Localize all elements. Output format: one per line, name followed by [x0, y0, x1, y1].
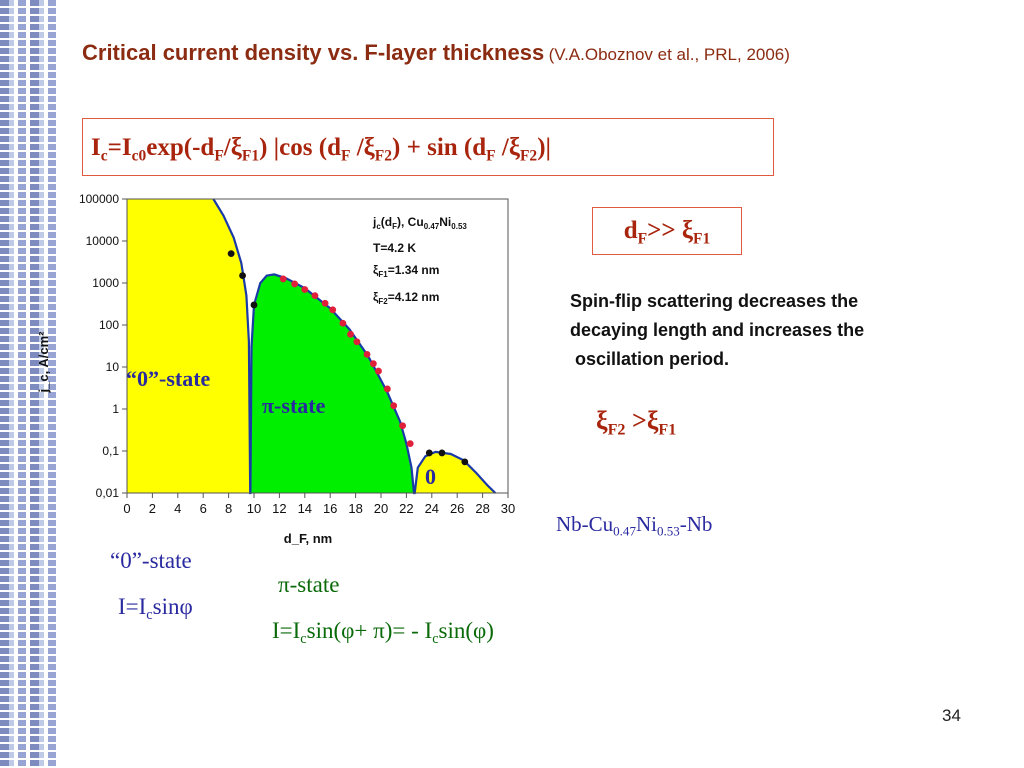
y-tick-label: 10000 — [86, 234, 120, 248]
red-data-point — [329, 306, 337, 314]
explanation-line-1: Spin-flip scattering decreases the — [570, 291, 859, 311]
red-data-point — [399, 422, 406, 430]
x-tick-label: 14 — [298, 501, 312, 516]
y-tick-label: 10 — [106, 360, 120, 374]
region-zero-0 — [127, 199, 251, 493]
x-tick-label: 28 — [475, 501, 489, 516]
zero-state-equation: I=Icsinφ — [118, 594, 193, 623]
black-data-point — [425, 449, 433, 457]
x-tick-label: 16 — [323, 501, 337, 516]
black-data-point — [438, 449, 446, 457]
red-data-point — [347, 330, 354, 338]
explanation-text: Spin-flip scattering decreases the decay… — [570, 287, 864, 374]
fit-curve — [212, 198, 497, 495]
red-data-point — [301, 286, 309, 293]
black-data-point — [250, 301, 258, 309]
xi-relation: ξF2 >ξF1 — [596, 406, 677, 439]
x-tick-label: 24 — [425, 501, 439, 516]
legend-line-xi-f1: ξF1=1.34 nm — [373, 263, 439, 279]
page-number: 34 — [942, 706, 961, 725]
y-tick-label: 0,01 — [96, 486, 120, 500]
red-data-point — [291, 280, 299, 288]
x-tick-label: 0 — [123, 501, 130, 516]
red-data-point — [375, 367, 382, 375]
region-zero-2 — [414, 451, 498, 493]
red-data-point — [406, 440, 414, 448]
x-tick-label: 2 — [149, 501, 156, 516]
red-data-point — [383, 385, 391, 393]
red-data-point — [311, 292, 319, 300]
x-tick-label: 12 — [272, 501, 286, 516]
decorative-side-strip — [0, 0, 58, 768]
critical-current-chart: 0 2 4 6 8 10 12 14 16 18 20 22 24 26 28 301000001000010… — [36, 192, 515, 546]
y-tick-label: 1 — [112, 402, 119, 416]
x-tick-label: 8 — [225, 501, 232, 516]
y-tick-label: 1000 — [92, 276, 119, 290]
red-data-point — [279, 275, 287, 283]
pi-state-label: π-state — [278, 572, 340, 597]
x-tick-label: 30 — [501, 501, 515, 516]
slide-title: Critical current density vs. F-layer thi… — [82, 40, 790, 66]
data-points — [227, 250, 469, 466]
axis-ticks: 0 2 4 6 8 10 12 14 16 18 20 22 24 26 28 301000001000010… — [79, 192, 515, 516]
pi-state-equation: I=Icsin(φ+ π)= - Icsin(φ) — [272, 618, 494, 647]
x-tick-label: 18 — [348, 501, 362, 516]
black-data-point — [461, 458, 469, 466]
critical-current-formula: Ic=Ic0exp(-dF/ξF1) |cos (dF /ξF2) + sin … — [82, 118, 774, 176]
red-data-point — [339, 319, 347, 327]
region-label-second-zero: 0 — [425, 464, 436, 489]
red-data-point — [390, 402, 398, 410]
x-tick-label: 4 — [174, 501, 181, 516]
x-tick-label: 10 — [247, 501, 261, 516]
black-data-point — [227, 250, 235, 258]
x-tick-label: 26 — [450, 501, 464, 516]
x-tick-label: 22 — [399, 501, 413, 516]
y-tick-label: 0,1 — [102, 444, 119, 458]
x-axis-label: d_F, nm — [284, 531, 332, 546]
y-axis-label: j_c, A/cm² — [36, 331, 51, 394]
explanation-line-3: oscillation period. — [570, 349, 730, 369]
title-text: Critical current density vs. F-layer thi… — [82, 40, 545, 65]
legend-line-material: jc(dF), Cu0.47Ni0.53 — [372, 215, 467, 231]
region-pi-1 — [250, 274, 415, 493]
plot-frame — [126, 198, 509, 494]
material-label: Nb-Cu0.47Ni0.53-Nb — [556, 512, 713, 539]
x-tick-label: 20 — [374, 501, 388, 516]
black-data-point — [239, 272, 246, 280]
red-data-point — [321, 299, 329, 307]
red-data-point — [369, 360, 377, 368]
y-tick-label: 100 — [99, 318, 119, 332]
y-tick-label: 100000 — [79, 192, 119, 206]
red-data-point — [363, 350, 371, 358]
title-citation: (V.A.Oboznov et al., PRL, 2006) — [548, 45, 790, 64]
explanation-line-2: decaying length and increases the — [570, 320, 865, 340]
state-regions — [127, 199, 498, 493]
red-data-point — [353, 338, 361, 346]
df-condition-box: dF>> ξF1 — [592, 207, 742, 255]
region-label-pi-state: π-state — [262, 393, 326, 418]
legend-line-temperature: T=4.2 K — [373, 241, 416, 255]
region-label-zero-state: “0”-state — [126, 366, 211, 391]
zero-state-label: “0”-state — [110, 548, 192, 573]
legend-line-xi-f2: ξF2=4.12 nm — [373, 290, 439, 306]
x-tick-label: 6 — [200, 501, 207, 516]
chart-legend: jc(dF), Cu0.47Ni0.53 T=4.2 K ξF1=1.34 nm… — [372, 215, 467, 306]
